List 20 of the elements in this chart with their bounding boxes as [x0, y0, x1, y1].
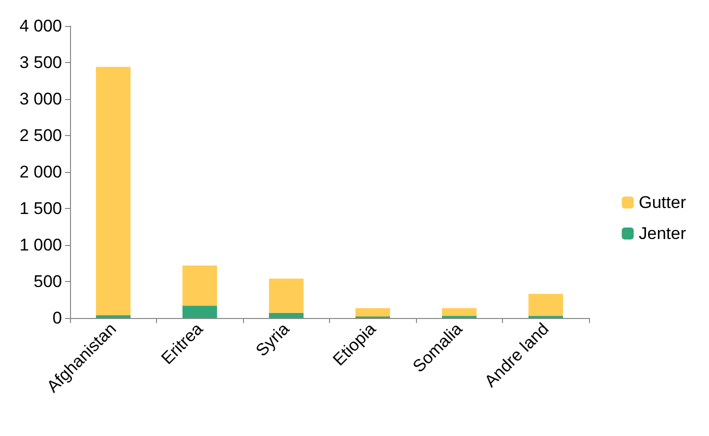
y-tick-label: 4 000: [19, 16, 62, 36]
bar: [442, 308, 477, 316]
legend-label: Jenter: [638, 224, 686, 243]
bar: [528, 294, 564, 316]
legend-label: Gutter: [638, 193, 686, 212]
y-tick-label: 3 000: [19, 90, 62, 108]
bar: [268, 312, 304, 318]
bar: [96, 66, 131, 316]
bar: [268, 278, 304, 313]
y-tick-label: 1 000: [19, 236, 62, 254]
bar: [182, 265, 218, 306]
y-tick-label: 1 500: [19, 199, 62, 218]
y-tick-label: 3 500: [19, 53, 62, 72]
y-tick-label: 2 000: [19, 162, 62, 182]
y-tick-label: 500: [34, 272, 62, 291]
y-tick-label: 2 500: [19, 126, 62, 145]
y-tick-label: 0: [52, 308, 62, 328]
bar: [96, 315, 131, 318]
bar: [182, 306, 218, 318]
bar: [355, 308, 390, 317]
